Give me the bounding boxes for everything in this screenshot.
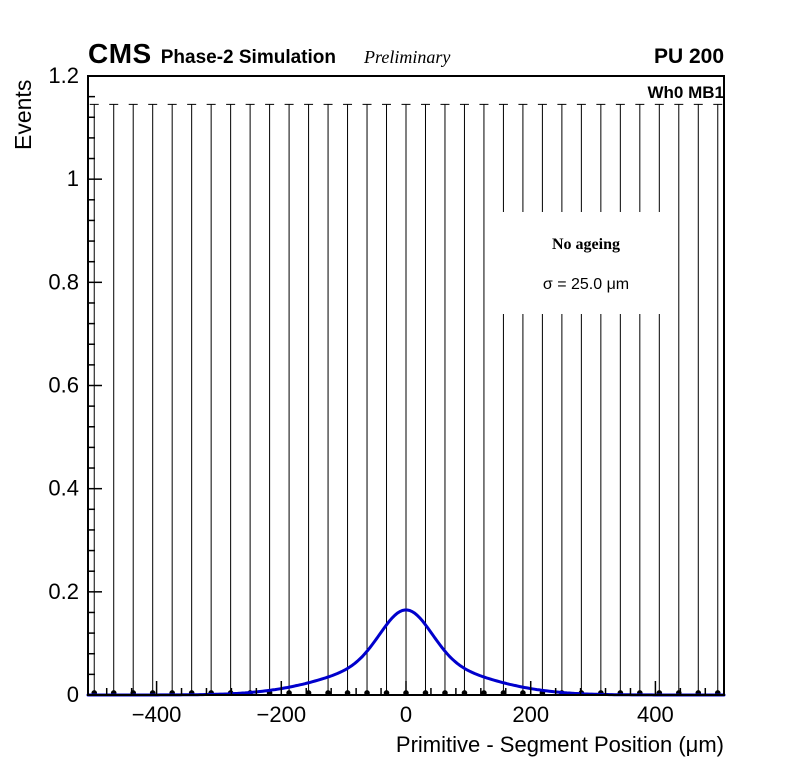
legend-sigma-label: σ = 25.0 μm [542,276,630,293]
legend-box: No ageing σ = 25.0 μm [500,212,672,314]
y-axis-title: Events [10,79,36,150]
x-tick-label: 400 [637,702,674,727]
wheel-station-label: Wh0 MB1 [647,83,725,102]
x-tick-label: 0 [400,702,412,727]
pileup-label: PU 200 [653,45,724,68]
y-tick-label: 0.8 [48,269,79,294]
preliminary-label: Preliminary [364,47,451,67]
cms-logo-text: CMS [88,38,152,69]
legend-ageing-label: No ageing [552,236,620,253]
x-tick-label: 200 [512,702,549,727]
x-tick-label: −400 [132,702,182,727]
plot-frame [87,75,725,696]
y-tick-label: 0 [67,682,79,707]
header: CMS Phase-2 Simulation Preliminary PU 20… [88,38,724,70]
y-tick-label: 0.4 [48,476,79,501]
y-tick-label: 1.2 [48,63,79,88]
x-axis-title: Primitive - Segment Position (μm) [395,732,724,757]
x-tick-label: −200 [257,702,307,727]
simulation-label: Phase-2 Simulation [160,47,337,68]
y-tick-label: 0.2 [48,579,79,604]
y-tick-label: 1 [67,166,79,191]
y-tick-label: 0.6 [48,373,79,398]
